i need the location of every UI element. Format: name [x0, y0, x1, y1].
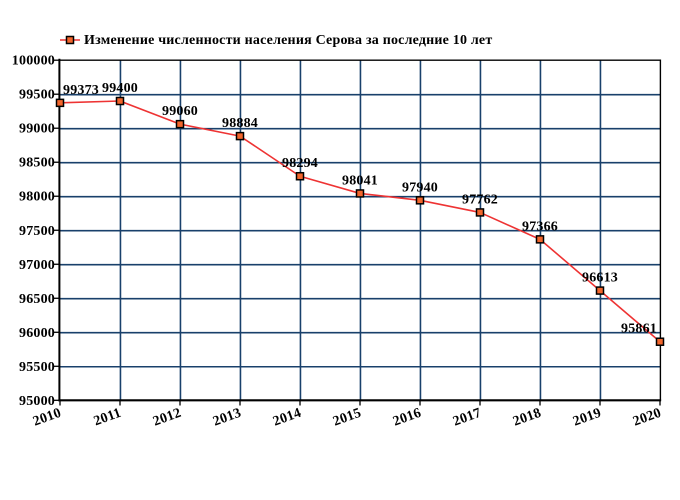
- svg-text:99000: 99000: [19, 122, 55, 137]
- svg-text:98041: 98041: [342, 173, 378, 188]
- svg-text:98294: 98294: [282, 156, 318, 171]
- svg-text:96500: 96500: [19, 292, 55, 307]
- svg-text:97000: 97000: [19, 258, 55, 273]
- svg-text:95500: 95500: [19, 360, 55, 375]
- svg-text:99400: 99400: [102, 81, 138, 96]
- svg-text:98884: 98884: [222, 116, 258, 131]
- svg-text:96613: 96613: [582, 271, 618, 286]
- svg-text:99500: 99500: [19, 88, 55, 103]
- svg-text:97366: 97366: [522, 219, 558, 234]
- svg-text:97940: 97940: [402, 180, 438, 195]
- svg-text:95861: 95861: [621, 322, 657, 337]
- svg-text:96000: 96000: [19, 326, 55, 341]
- svg-text:98000: 98000: [19, 190, 55, 205]
- svg-text:97500: 97500: [19, 224, 55, 239]
- svg-text:100000: 100000: [12, 54, 55, 69]
- svg-text:95000: 95000: [19, 394, 55, 409]
- svg-text:98500: 98500: [19, 156, 55, 171]
- svg-text:99060: 99060: [162, 104, 198, 119]
- svg-text:97762: 97762: [462, 192, 498, 207]
- svg-text:Изменение численности населени: Изменение численности населения Серова з…: [84, 33, 492, 48]
- svg-text:99373: 99373: [63, 83, 99, 98]
